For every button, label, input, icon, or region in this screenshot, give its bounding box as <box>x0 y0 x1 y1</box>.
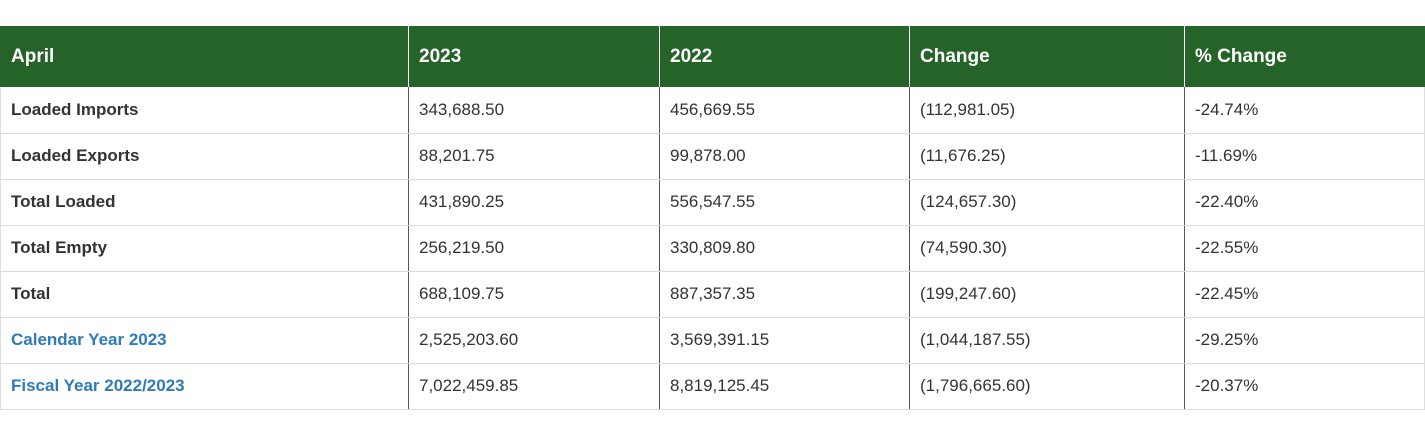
data-table-container: April 2023 2022 Change % Change Loaded I… <box>0 26 1425 410</box>
table-row: Fiscal Year 2022/2023 7,022,459.85 8,819,1… <box>0 363 1425 410</box>
cell-change: (1,796,665.60) <box>909 363 1185 410</box>
table-row: Loaded Imports 343,688.50 456,669.55 (112,9… <box>0 87 1425 134</box>
teu-comparison-table: April 2023 2022 Change % Change Loaded I… <box>0 26 1425 410</box>
table-row: Total 688,109.75 887,357.35 (199,247.60) -22… <box>0 271 1425 318</box>
cell-change: (74,590.30) <box>909 225 1185 272</box>
cell-2023: 688,109.75 <box>408 271 660 318</box>
cell-2023: 256,219.50 <box>408 225 660 272</box>
cell-2022: 456,669.55 <box>659 87 910 134</box>
cell-2022: 3,569,391.15 <box>659 317 910 364</box>
cell-2023: 88,201.75 <box>408 133 660 180</box>
cell-percent-change: -22.45% <box>1184 271 1425 318</box>
row-label[interactable]: Fiscal Year 2022/2023 <box>0 363 409 410</box>
cell-percent-change: -22.55% <box>1184 225 1425 272</box>
table-row: Calendar Year 2023 2,525,203.60 3,569,391.… <box>0 317 1425 364</box>
table-body: Loaded Imports 343,688.50 456,669.55 (112,9… <box>0 87 1425 410</box>
header-year-2022: 2022 <box>659 26 910 87</box>
table-header: April 2023 2022 Change % Change <box>0 26 1425 87</box>
cell-2022: 8,819,125.45 <box>659 363 910 410</box>
cell-percent-change: -20.37% <box>1184 363 1425 410</box>
row-label: Total Loaded <box>0 179 409 226</box>
table-row: Total Empty 256,219.50 330,809.80 (74,590.3… <box>0 225 1425 272</box>
row-label: Total <box>0 271 409 318</box>
cell-2023: 431,890.25 <box>408 179 660 226</box>
cell-2022: 556,547.55 <box>659 179 910 226</box>
row-label[interactable]: Calendar Year 2023 <box>0 317 409 364</box>
cell-2023: 2,525,203.60 <box>408 317 660 364</box>
header-change: Change <box>909 26 1185 87</box>
table-row: Loaded Exports 88,201.75 99,878.00 (11,676.… <box>0 133 1425 180</box>
cell-2023: 343,688.50 <box>408 87 660 134</box>
cell-change: (11,676.25) <box>909 133 1185 180</box>
cell-percent-change: -22.40% <box>1184 179 1425 226</box>
header-year-2023: 2023 <box>408 26 660 87</box>
row-label: Total Empty <box>0 225 409 272</box>
cell-change: (112,981.05) <box>909 87 1185 134</box>
cell-2023: 7,022,459.85 <box>408 363 660 410</box>
cell-change: (1,044,187.55) <box>909 317 1185 364</box>
cell-percent-change: -11.69% <box>1184 133 1425 180</box>
header-percent-change: % Change <box>1184 26 1425 87</box>
cell-2022: 330,809.80 <box>659 225 910 272</box>
header-month: April <box>0 26 409 87</box>
row-label: Loaded Exports <box>0 133 409 180</box>
cell-2022: 99,878.00 <box>659 133 910 180</box>
row-label: Loaded Imports <box>0 87 409 134</box>
cell-change: (124,657.30) <box>909 179 1185 226</box>
cell-2022: 887,357.35 <box>659 271 910 318</box>
cell-change: (199,247.60) <box>909 271 1185 318</box>
cell-percent-change: -29.25% <box>1184 317 1425 364</box>
cell-percent-change: -24.74% <box>1184 87 1425 134</box>
header-row: April 2023 2022 Change % Change <box>0 26 1425 87</box>
table-row: Total Loaded 431,890.25 556,547.55 (124,657… <box>0 179 1425 226</box>
